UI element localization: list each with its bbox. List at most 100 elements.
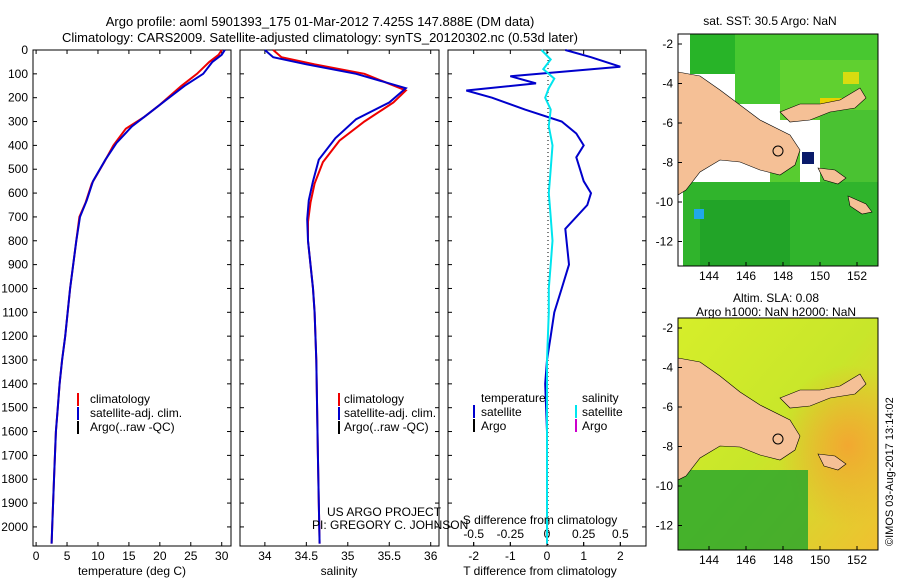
depth-tick-label: 200 xyxy=(8,91,28,105)
map-y-tick-label: -12 xyxy=(656,235,674,249)
t-difference-axis-label: T difference from climatology xyxy=(463,564,617,578)
sst-cool-patch xyxy=(802,152,814,164)
legend-salinity-heading: salinity xyxy=(582,391,619,405)
legend-satellite-label: satellite-adj. clim. xyxy=(344,406,436,420)
depth-tick-label: 400 xyxy=(8,138,28,152)
x-tick-label: 1 xyxy=(580,549,587,563)
x-tick-label: 0 xyxy=(33,549,40,563)
land-mass xyxy=(678,357,801,481)
series-line-climatology xyxy=(50,49,223,544)
map-y-tick-label: -12 xyxy=(656,519,674,533)
depth-tick-label: 300 xyxy=(8,115,28,129)
temperature-axis-label: temperature (deg C) xyxy=(78,564,186,578)
depth-tick-label: 500 xyxy=(8,162,28,176)
series-line-climatology xyxy=(272,49,408,544)
depth-axis: 0 100 200 300 400 500 600 700 800 900 1000 1100 1200… xyxy=(1,43,646,534)
x-tick-label: 10 xyxy=(91,549,105,563)
sst-cool-patch xyxy=(694,209,704,219)
argo-float-marker xyxy=(772,433,784,445)
legend-s-argo-label: Argo xyxy=(582,419,608,433)
depth-tick-label: 1000 xyxy=(1,281,28,295)
salinity-x-axis: 34 34.5 35 35.5 36 xyxy=(258,50,438,563)
x-tick-label: 0.25 xyxy=(572,527,596,541)
salinity-plot-frame xyxy=(239,49,440,547)
temperature-plot-frame xyxy=(32,49,232,547)
map-x-tick-label: 146 xyxy=(736,553,756,567)
map-x-tick-label: 152 xyxy=(847,269,867,283)
map-x-tick-label: 148 xyxy=(773,553,793,567)
x-tick-label: 15 xyxy=(122,549,136,563)
x-tick-label: -2 xyxy=(468,549,479,563)
map-x-tick-label: 144 xyxy=(699,553,719,567)
map-y-tick-label: -10 xyxy=(656,195,674,209)
sla-map-title-line1: Altim. SLA: 0.08 xyxy=(733,291,819,305)
x-tick-label: 2 xyxy=(617,549,624,563)
x-tick-label: 35 xyxy=(341,549,355,563)
depth-tick-label: 1900 xyxy=(1,496,28,510)
difference-legend: temperature satellite Argo salinity sate… xyxy=(473,391,623,433)
x-tick-label: -0.5 xyxy=(463,527,484,541)
map-x-tick-label: 146 xyxy=(736,269,756,283)
salinity-legend: climatology satellite-adj. clim. Argo(..… xyxy=(338,392,436,434)
legend-temperature-heading: temperature xyxy=(481,391,546,405)
chart-title-line2: Climatology: CARS2009. Satellite-adjuste… xyxy=(62,30,578,45)
legend-t-satellite-label: satellite xyxy=(481,405,522,419)
project-credit-line2: PI: GREGORY C. JOHNSON xyxy=(312,518,468,532)
x-tick-label: 0.5 xyxy=(612,527,629,541)
s-difference-axis-label: S difference from climatology xyxy=(463,513,618,527)
temperature-legend: climatology satellite-adj. clim. Argo(..… xyxy=(77,392,182,434)
map-y-tick-label: -2 xyxy=(662,321,673,335)
x-tick-label: -0.25 xyxy=(497,527,525,541)
land-mass xyxy=(779,87,867,123)
land-mass xyxy=(847,195,873,215)
temperature-x-axis: 0 5 10 15 20 25 30 xyxy=(33,50,229,563)
sla-map-axes: 144 146 148 150 152 -2 -4 -6 -8 -10 -12 xyxy=(656,321,868,567)
map-y-tick-label: -6 xyxy=(662,116,673,130)
land-mass xyxy=(678,71,801,196)
x-tick-label: 36 xyxy=(424,549,438,563)
depth-tick-label: 1300 xyxy=(1,353,28,367)
depth-tick-label: 800 xyxy=(8,234,28,248)
sst-map-axes: 144 146 148 150 152 -2 -4 -6 -8 -10 -12 xyxy=(656,37,868,283)
depth-tick-label: 900 xyxy=(8,258,28,272)
map-x-tick-label: 144 xyxy=(699,269,719,283)
map-y-tick-label: -10 xyxy=(656,479,674,493)
argo-float-marker xyxy=(772,145,784,157)
depth-tick-label: 1100 xyxy=(2,305,28,319)
map-x-tick-label: 152 xyxy=(847,553,867,567)
sla-map-title-line2: Argo h1000: NaN h2000: NaN xyxy=(696,305,856,319)
chart-title-line1: Argo profile: aoml 5901393_175 01-Mar-20… xyxy=(105,14,535,29)
x-tick-label: 30 xyxy=(215,549,229,563)
series-line-salinity-satellite xyxy=(540,49,556,544)
x-tick-label: 0 xyxy=(544,549,551,563)
sst-map xyxy=(678,34,878,266)
map-y-tick-label: -6 xyxy=(662,400,673,414)
x-tick-label: 25 xyxy=(184,549,198,563)
legend-climatology-label: climatology xyxy=(90,392,150,406)
x-tick-label: 34.5 xyxy=(295,549,319,563)
x-tick-label: 20 xyxy=(153,549,167,563)
imos-credit: ©IMOS 03-Aug-2017 13:14:02 xyxy=(884,397,896,546)
sst-map-frame xyxy=(677,33,879,267)
depth-tick-label: 2000 xyxy=(1,520,28,534)
legend-argo-label: Argo(..raw -QC) xyxy=(90,420,175,434)
legend-argo-label: Argo(..raw -QC) xyxy=(344,420,429,434)
legend-s-satellite-label: satellite xyxy=(582,405,623,419)
map-y-tick-label: -2 xyxy=(662,37,673,51)
map-y-tick-label: -8 xyxy=(662,440,673,454)
map-x-tick-label: 150 xyxy=(810,553,830,567)
x-tick-label: 34 xyxy=(258,549,272,563)
sla-map-frame xyxy=(677,317,879,551)
sst-map-title: sat. SST: 30.5 Argo: NaN xyxy=(703,14,836,28)
legend-t-argo-label: Argo xyxy=(481,419,507,433)
map-y-tick-label: -4 xyxy=(662,361,673,375)
sla-low-anomaly xyxy=(678,470,808,550)
map-y-tick-label: -8 xyxy=(662,156,673,170)
land-mass xyxy=(817,167,847,185)
series-line-satellite-adj-clim- xyxy=(50,49,226,544)
depth-tick-label: 1800 xyxy=(1,472,28,486)
map-x-tick-label: 148 xyxy=(773,269,793,283)
depth-tick-label: 1700 xyxy=(1,448,28,462)
x-tick-label: 5 xyxy=(64,549,71,563)
series-line-temperature-satellite xyxy=(466,49,621,544)
